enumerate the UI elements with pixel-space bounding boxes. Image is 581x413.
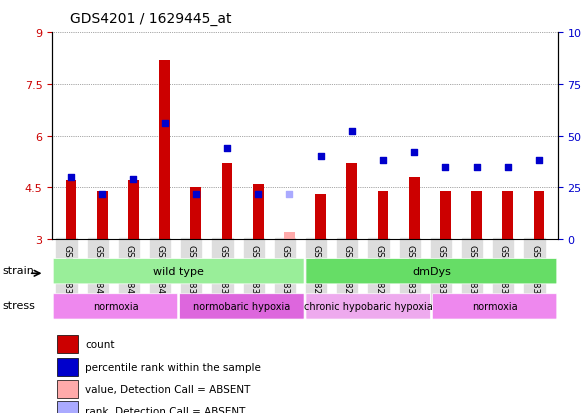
Bar	[378, 191, 389, 240]
FancyBboxPatch shape	[53, 294, 178, 319]
Bar	[221, 164, 232, 240]
Text: normoxia: normoxia	[92, 301, 138, 312]
Bar	[440, 191, 451, 240]
Point	[223, 145, 232, 152]
Text: normoxia: normoxia	[472, 301, 518, 312]
Text: normobaric hypoxia: normobaric hypoxia	[193, 301, 290, 312]
Bar	[284, 233, 295, 240]
Bar	[409, 178, 419, 240]
FancyBboxPatch shape	[432, 294, 557, 319]
Bar	[346, 164, 357, 240]
Bar	[503, 191, 513, 240]
Point	[441, 164, 450, 171]
Point	[160, 121, 169, 127]
FancyBboxPatch shape	[53, 259, 304, 284]
Text: dmDys: dmDys	[412, 266, 451, 277]
Point	[98, 191, 107, 197]
Point	[503, 164, 512, 171]
Text: wild type: wild type	[153, 266, 204, 277]
Bar	[533, 191, 544, 240]
Point	[66, 174, 76, 181]
Text: rank, Detection Call = ABSENT: rank, Detection Call = ABSENT	[85, 406, 246, 413]
Text: GDS4201 / 1629445_at: GDS4201 / 1629445_at	[70, 12, 231, 26]
Bar	[191, 188, 201, 240]
Text: value, Detection Call = ABSENT: value, Detection Call = ABSENT	[85, 384, 250, 394]
Bar	[58, 358, 77, 376]
FancyBboxPatch shape	[306, 294, 431, 319]
Point	[410, 150, 419, 156]
Text: stress: stress	[3, 301, 36, 311]
Bar	[471, 191, 482, 240]
FancyBboxPatch shape	[180, 294, 304, 319]
Bar	[128, 181, 139, 240]
FancyBboxPatch shape	[306, 259, 557, 284]
Bar	[58, 335, 77, 354]
Point	[347, 129, 357, 135]
Bar	[315, 195, 326, 240]
Bar	[159, 61, 170, 240]
Bar	[58, 401, 77, 413]
Text: count: count	[85, 339, 114, 349]
Point	[316, 154, 325, 160]
Point	[535, 158, 544, 164]
Text: percentile rank within the sample: percentile rank within the sample	[85, 362, 261, 372]
Point	[129, 176, 138, 183]
Bar	[253, 185, 264, 240]
Bar	[66, 181, 77, 240]
Text: strain: strain	[3, 266, 35, 275]
Text: chronic hypobaric hypoxia: chronic hypobaric hypoxia	[304, 301, 433, 312]
Point	[378, 158, 388, 164]
Point	[191, 191, 200, 197]
Point	[472, 164, 481, 171]
Point	[285, 191, 294, 197]
Bar	[58, 380, 77, 398]
Point	[253, 191, 263, 197]
Bar	[97, 191, 107, 240]
